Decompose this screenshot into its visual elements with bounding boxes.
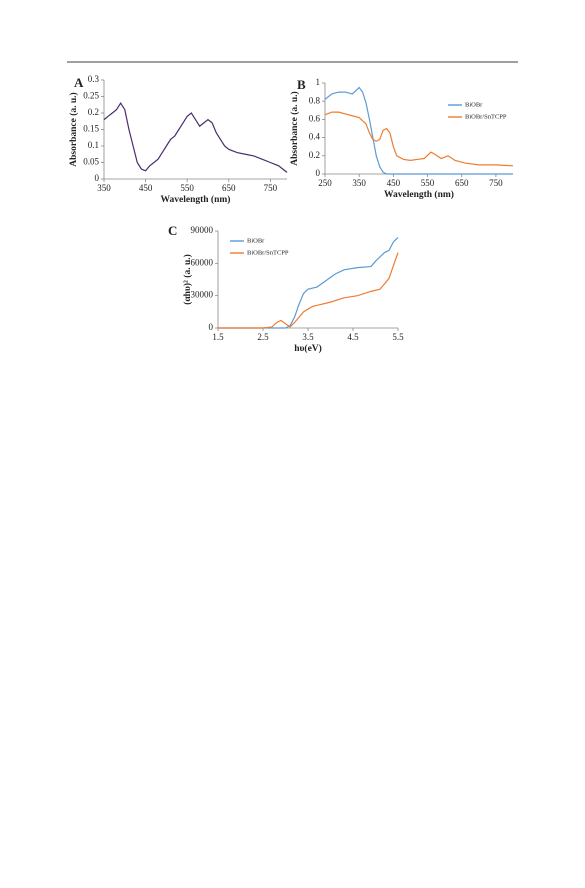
- y-tick-label: 30000: [191, 290, 214, 300]
- data-line: [103, 101, 288, 173]
- x-tick-label: 650: [455, 178, 469, 188]
- legend-label: BiOBr: [465, 101, 483, 108]
- x-tick-label: 5.5: [392, 332, 404, 342]
- panel-label: B: [297, 77, 306, 92]
- x-tick-label: 3.5: [302, 332, 314, 342]
- y-tick-label: 0.15: [83, 124, 99, 134]
- y-axis-label: Absorbance (a. u.): [289, 91, 300, 165]
- panel-label: A: [74, 75, 84, 90]
- y-tick-label: 0: [209, 322, 214, 332]
- y-tick-label: 0: [95, 173, 100, 183]
- y-tick-label: 0.3: [88, 74, 100, 84]
- y-tick-label: 60000: [191, 257, 214, 267]
- y-tick-label: 0.25: [83, 91, 99, 101]
- data-line: [218, 252, 399, 329]
- legend-label: BiOBr/SnTCPP: [247, 249, 289, 256]
- x-tick-label: 750: [489, 178, 503, 188]
- x-tick-label: 550: [180, 183, 194, 193]
- x-tick-label: 450: [139, 183, 153, 193]
- y-axis-label: (αhυ)² (a. u.): [182, 254, 193, 305]
- y-tick-label: 1: [316, 77, 321, 87]
- y-tick-label: 0.6: [309, 113, 321, 123]
- x-tick-label: 450: [387, 178, 401, 188]
- y-tick-label: 0.1: [88, 140, 99, 150]
- x-tick-label: 350: [97, 183, 111, 193]
- legend-label: BiOBr: [247, 237, 265, 244]
- y-tick-label: 0.2: [309, 150, 320, 160]
- y-axis-label: Absorbance (a. u.): [68, 92, 79, 166]
- x-tick-label: 250: [318, 178, 332, 188]
- y-tick-label: 0.2: [88, 107, 99, 117]
- data-line: [218, 237, 399, 329]
- x-axis-label: hυ(eV): [294, 343, 322, 354]
- x-tick-label: 550: [421, 178, 435, 188]
- panel-label: C: [168, 223, 177, 238]
- y-tick-label: 0.05: [83, 157, 99, 167]
- x-tick-label: 750: [264, 183, 278, 193]
- x-axis-label: Wavelength (nm): [384, 189, 454, 200]
- x-tick-label: 650: [222, 183, 236, 193]
- x-axis-label: Wavelength (nm): [161, 194, 231, 205]
- data-line: [324, 86, 513, 175]
- x-tick-label: 2.5: [257, 332, 269, 342]
- x-tick-label: 350: [352, 178, 366, 188]
- data-line: [324, 111, 514, 167]
- x-tick-label: 4.5: [347, 332, 359, 342]
- x-tick-label: 1.5: [212, 332, 224, 342]
- y-tick-label: 90000: [191, 225, 214, 235]
- y-tick-label: 0.4: [309, 132, 321, 142]
- y-tick-label: 0: [316, 168, 321, 178]
- legend-label: BiOBr/SnTCPP: [465, 113, 507, 120]
- y-tick-label: 0.8: [309, 95, 321, 105]
